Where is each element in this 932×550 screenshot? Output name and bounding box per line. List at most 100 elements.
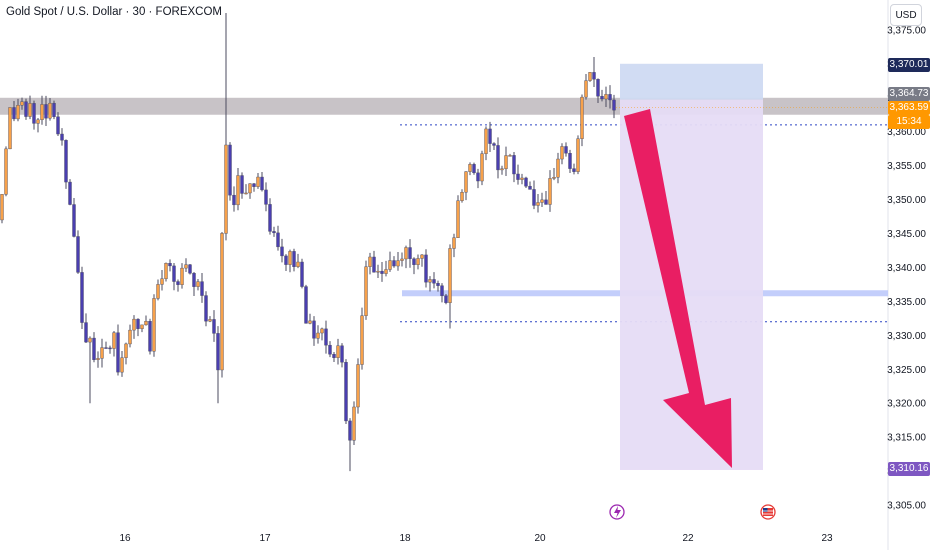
candle-body <box>124 343 128 358</box>
candle-body <box>404 247 408 260</box>
candle-body <box>524 177 528 187</box>
candle-body <box>420 254 424 259</box>
candle-body <box>536 202 540 206</box>
candle-body <box>548 178 552 205</box>
candle-body <box>120 357 124 373</box>
down-arrow-annotation[interactable] <box>624 109 732 468</box>
candle-body <box>336 345 340 358</box>
candle-body <box>0 194 4 221</box>
candle-body <box>292 251 296 267</box>
candle-body <box>492 143 496 146</box>
candle-body <box>296 261 300 267</box>
candle-body <box>88 337 92 343</box>
candle-body <box>40 104 44 121</box>
candle-body <box>224 144 228 234</box>
candle-body <box>588 72 592 81</box>
x-tick-label: 16 <box>119 533 131 544</box>
candle-body <box>208 319 212 322</box>
candle-body <box>468 164 472 172</box>
candle-body <box>604 94 608 100</box>
candle-body <box>244 192 248 195</box>
candle-body <box>156 284 160 299</box>
candle-body <box>68 181 72 205</box>
candle-body <box>112 332 116 349</box>
candle-body <box>300 261 304 287</box>
candle-body <box>564 146 568 154</box>
y-tick-label: 3,340.00 <box>887 263 926 274</box>
candle-body <box>260 176 264 191</box>
candle-body <box>192 273 196 287</box>
candle-body <box>528 185 532 190</box>
candle-body <box>32 103 36 124</box>
candle-body <box>12 107 16 120</box>
candle-body <box>392 260 396 267</box>
candle-body <box>520 177 524 180</box>
candle-body <box>584 80 588 98</box>
candle-body <box>340 345 344 363</box>
candle-body <box>444 295 448 303</box>
resistance-price-tag: 3,364.73 <box>888 87 930 101</box>
candle-body <box>172 265 176 282</box>
bar-countdown-tag: 15:34 <box>888 115 930 129</box>
candle-body <box>264 189 268 205</box>
candle-body <box>176 281 180 285</box>
y-tick-label: 3,325.00 <box>887 365 926 376</box>
candle-body <box>56 116 60 135</box>
candle-body <box>348 420 352 441</box>
candle-body <box>324 328 328 346</box>
candle-body <box>152 298 156 352</box>
candle-body <box>200 281 204 296</box>
candle-body <box>268 204 272 232</box>
candle-body <box>144 321 148 326</box>
candle-body <box>188 264 192 274</box>
candle-body <box>596 79 600 97</box>
candle-body <box>308 320 312 324</box>
candle-body <box>4 148 8 195</box>
candle-body <box>228 144 232 196</box>
candle-body <box>484 128 488 154</box>
candle-body <box>600 96 604 100</box>
y-tick-label: 3,335.00 <box>887 297 926 308</box>
target-low-price-tag: 3,310.16 <box>888 462 930 476</box>
candle-body <box>304 286 308 324</box>
candle-body <box>440 285 444 296</box>
y-tick-label: 3,330.00 <box>887 331 926 342</box>
candle-body <box>412 258 416 265</box>
currency-button[interactable]: USD <box>890 4 922 26</box>
candle-body <box>560 146 564 160</box>
candle-body <box>572 168 576 172</box>
y-tick-label: 3,320.00 <box>887 399 926 410</box>
candle-body <box>480 153 484 182</box>
candle-body <box>168 263 172 267</box>
candle-body <box>24 101 28 117</box>
candle-body <box>476 172 480 182</box>
flag-canton <box>763 508 768 512</box>
candle-body <box>220 233 224 371</box>
candle-body <box>272 231 276 234</box>
candle-body <box>580 96 584 139</box>
candle-body <box>540 199 544 203</box>
candle-body <box>100 347 104 359</box>
candle-body <box>400 258 404 261</box>
candle-body <box>576 138 580 172</box>
candle-body <box>236 175 240 206</box>
candle-body <box>276 232 280 248</box>
candle-body <box>452 237 456 249</box>
candle-body <box>64 140 68 183</box>
flag-stripes <box>763 508 773 516</box>
stop-loss-zone[interactable] <box>620 63 763 100</box>
candle-body <box>504 155 508 169</box>
candle-body <box>424 254 428 283</box>
candle-body <box>96 358 100 360</box>
candle-body <box>20 101 24 106</box>
y-tick-label: 3,355.00 <box>887 161 926 172</box>
candle-body <box>372 256 376 273</box>
candle-body <box>432 279 436 284</box>
candle-body <box>160 278 164 285</box>
candle-body <box>396 260 400 267</box>
candle-body <box>136 318 140 329</box>
candle-body <box>556 158 560 178</box>
candle-body <box>284 255 288 265</box>
